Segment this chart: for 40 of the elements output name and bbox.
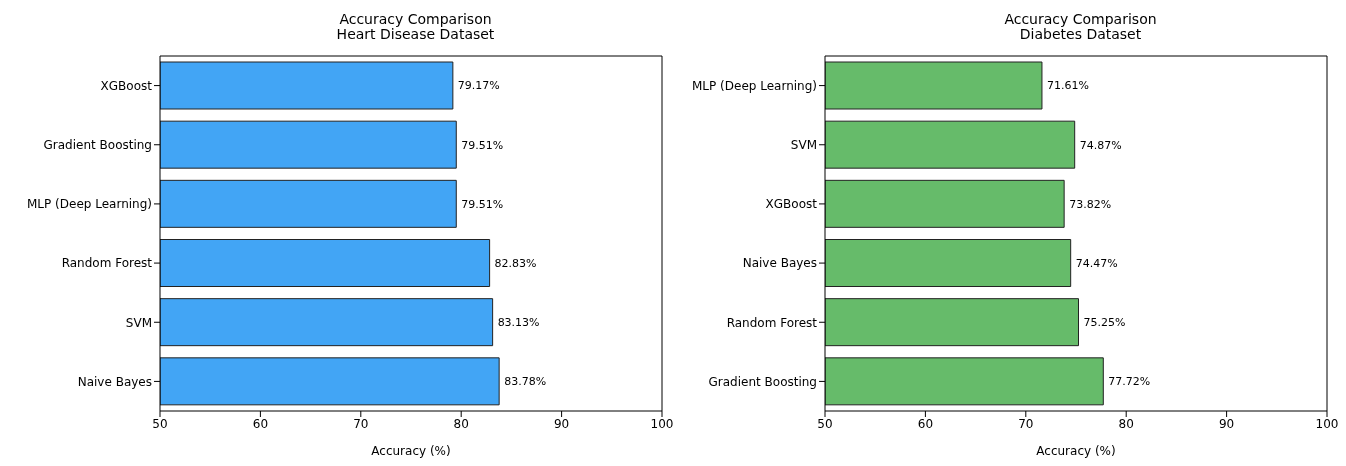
x-tick-label: 50 xyxy=(152,416,168,431)
data-label: 83.78% xyxy=(504,375,547,389)
data-label: 71.61% xyxy=(1046,79,1089,93)
x-tick-label: 90 xyxy=(553,416,570,431)
x-tick-label: 80 xyxy=(1118,416,1134,431)
chart-title: Accuracy Comparison Heart Disease Dataset xyxy=(335,11,496,42)
y-tick-label: Naive Bayes xyxy=(742,256,817,271)
data-label: 82.83% xyxy=(494,256,537,270)
x-tick-label: 100 xyxy=(1315,416,1339,431)
y-tick-label: Gradient Boosting xyxy=(43,138,152,153)
x-tick-label: 70 xyxy=(353,416,369,431)
data-label: 77.72% xyxy=(1108,375,1151,389)
data-label: 74.87% xyxy=(1079,138,1122,152)
y-tick-label: SVM xyxy=(790,138,817,153)
x-axis-title: Accuracy (%) xyxy=(1036,444,1116,458)
y-tick-label: Random Forest xyxy=(726,315,818,330)
x-tick-label: 60 xyxy=(917,416,934,431)
data-label: 75.25% xyxy=(1083,316,1126,330)
data-label: 83.13% xyxy=(497,316,540,330)
data-label: 73.82% xyxy=(1069,197,1112,211)
y-tick-label: XGBoost xyxy=(100,78,153,93)
y-tick-label: Gradient Boosting xyxy=(708,374,817,389)
x-tick-label: 50 xyxy=(817,416,833,431)
y-tick-label: Naive Bayes xyxy=(77,374,152,389)
x-tick-label: 80 xyxy=(453,416,469,431)
data-label: 74.47% xyxy=(1075,256,1118,270)
data-label: 79.51% xyxy=(461,138,504,152)
x-tick-label: 60 xyxy=(252,416,269,431)
y-tick-label: MLP (Deep Learning) xyxy=(692,78,817,93)
y-tick-label: SVM xyxy=(125,315,152,330)
data-label: 79.17% xyxy=(457,79,500,93)
y-tick-label: Random Forest xyxy=(61,256,153,271)
chart-title: Accuracy Comparison Diabetes Dataset xyxy=(1003,11,1158,42)
x-axis-title: Accuracy (%) xyxy=(371,444,451,458)
x-tick-label: 70 xyxy=(1018,416,1034,431)
y-tick-label: MLP (Deep Learning) xyxy=(27,197,152,212)
x-tick-label: 90 xyxy=(1218,416,1235,431)
data-label: 79.51% xyxy=(461,197,504,211)
x-tick-label: 100 xyxy=(650,416,674,431)
y-tick-label: XGBoost xyxy=(765,197,818,212)
